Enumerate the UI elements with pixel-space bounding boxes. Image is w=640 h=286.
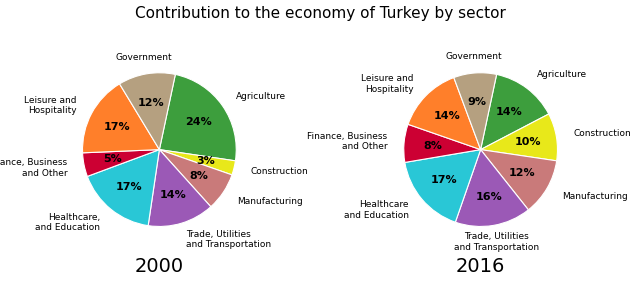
Text: Agriculture: Agriculture bbox=[538, 70, 588, 80]
Wedge shape bbox=[120, 73, 175, 150]
Text: 17%: 17% bbox=[431, 175, 458, 185]
Text: 17%: 17% bbox=[116, 182, 143, 192]
Text: Construction: Construction bbox=[573, 130, 631, 138]
Text: 16%: 16% bbox=[475, 192, 502, 202]
Text: Finance, Business
and Other: Finance, Business and Other bbox=[307, 132, 387, 152]
Wedge shape bbox=[404, 124, 481, 162]
Text: Contribution to the economy of Turkey by sector: Contribution to the economy of Turkey by… bbox=[134, 6, 506, 21]
Wedge shape bbox=[481, 150, 557, 210]
Text: 9%: 9% bbox=[468, 97, 486, 107]
Text: Manufacturing: Manufacturing bbox=[562, 192, 628, 201]
Text: 8%: 8% bbox=[189, 171, 209, 181]
Text: 14%: 14% bbox=[160, 190, 186, 200]
Wedge shape bbox=[159, 150, 232, 207]
Text: 12%: 12% bbox=[138, 98, 164, 108]
Text: 24%: 24% bbox=[185, 118, 212, 128]
Text: 17%: 17% bbox=[104, 122, 131, 132]
Wedge shape bbox=[455, 150, 529, 227]
Text: 10%: 10% bbox=[515, 137, 541, 147]
Text: Government: Government bbox=[445, 51, 502, 61]
Text: Leisure and
Hospitality: Leisure and Hospitality bbox=[24, 96, 77, 115]
Text: 5%: 5% bbox=[103, 154, 122, 164]
Wedge shape bbox=[454, 73, 497, 150]
Text: Healthcare,
and Education: Healthcare, and Education bbox=[35, 213, 100, 232]
Text: 14%: 14% bbox=[433, 111, 460, 121]
Wedge shape bbox=[87, 150, 159, 226]
Text: 8%: 8% bbox=[424, 141, 443, 151]
Wedge shape bbox=[83, 84, 159, 153]
Text: Construction: Construction bbox=[250, 168, 308, 176]
Text: Leisure and
Hospitality: Leisure and Hospitality bbox=[361, 74, 413, 94]
Text: Healthcare
and Education: Healthcare and Education bbox=[344, 200, 409, 220]
Wedge shape bbox=[148, 150, 211, 227]
Wedge shape bbox=[83, 150, 159, 176]
Text: 14%: 14% bbox=[496, 107, 523, 117]
Text: 2000: 2000 bbox=[135, 257, 184, 276]
Text: Finance, Business
and Other: Finance, Business and Other bbox=[0, 158, 67, 178]
Text: Trade, Utilities
and Transportation: Trade, Utilities and Transportation bbox=[186, 230, 271, 249]
Text: Manufacturing: Manufacturing bbox=[237, 197, 303, 206]
Wedge shape bbox=[159, 150, 236, 175]
Text: Government: Government bbox=[115, 53, 172, 62]
Wedge shape bbox=[408, 78, 481, 150]
Text: Trade, Utilities
and Transportation: Trade, Utilities and Transportation bbox=[454, 232, 539, 252]
Wedge shape bbox=[405, 150, 481, 222]
Text: 2016: 2016 bbox=[456, 257, 506, 276]
Wedge shape bbox=[159, 74, 236, 161]
Text: Agriculture: Agriculture bbox=[236, 92, 287, 101]
Text: 12%: 12% bbox=[509, 168, 535, 178]
Text: 3%: 3% bbox=[196, 156, 215, 166]
Wedge shape bbox=[481, 74, 548, 150]
Wedge shape bbox=[481, 114, 557, 161]
